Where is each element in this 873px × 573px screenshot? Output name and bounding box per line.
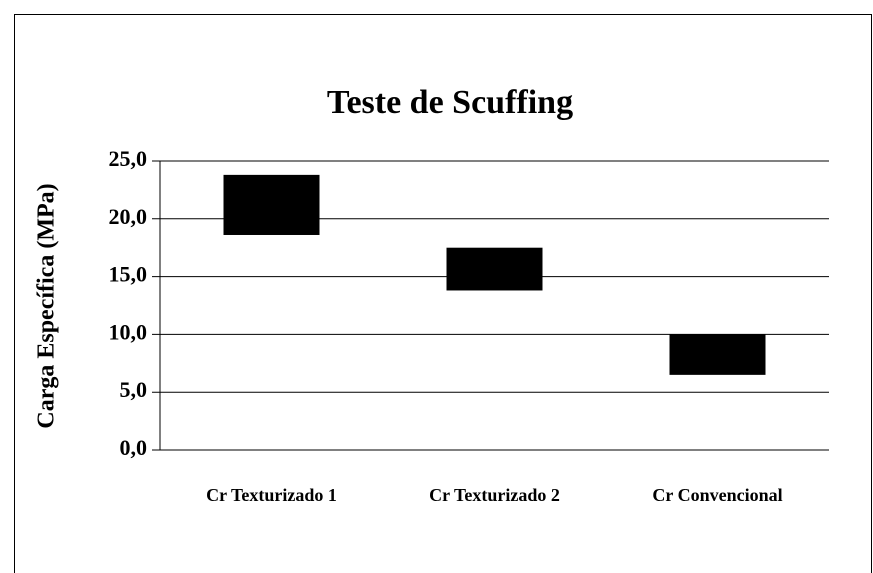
y-tick-label: 5,0 bbox=[120, 377, 148, 402]
y-axis-label: Carga Específica (MPa) bbox=[34, 183, 60, 428]
y-tick-label: 20,0 bbox=[109, 204, 148, 229]
bar bbox=[669, 334, 766, 375]
bar bbox=[446, 247, 543, 291]
y-tick-label: 10,0 bbox=[109, 319, 148, 344]
x-tick-label: Cr Texturizado 1 bbox=[206, 485, 337, 505]
chart-border bbox=[14, 14, 872, 573]
y-tick-label: 25,0 bbox=[109, 146, 148, 171]
chart-title: Teste de Scuffing bbox=[327, 84, 573, 121]
x-tick-label: Cr Convencional bbox=[652, 485, 782, 505]
x-tick-label: Cr Texturizado 2 bbox=[429, 485, 560, 505]
y-tick-label: 15,0 bbox=[109, 262, 148, 287]
bar bbox=[223, 174, 320, 235]
y-tick-label: 0,0 bbox=[120, 435, 148, 460]
